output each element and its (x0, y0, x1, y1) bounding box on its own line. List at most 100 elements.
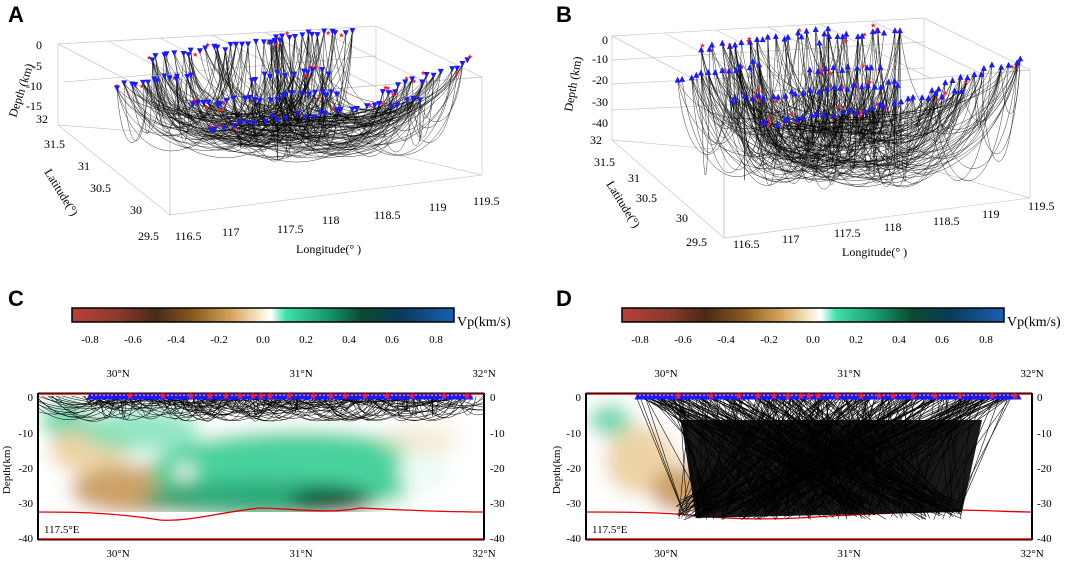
panel-c-depth-tick: -30 (18, 498, 33, 510)
panel-b-xtick: 117.5 (834, 226, 861, 240)
panel-b-xlabel: Longitude(° ) (842, 245, 907, 259)
panel-c-depth-tick: -40 (18, 533, 33, 545)
colorbar-c-tick: 0.8 (429, 334, 443, 346)
station-marker (726, 67, 733, 74)
event-marker (385, 85, 391, 91)
panel-a-ztick: -5 (32, 59, 42, 73)
ray-path (282, 95, 315, 127)
event-marker (909, 392, 917, 400)
panel-c-section-label: 117.5°E (44, 524, 80, 536)
colorbar-d-tick: 0.2 (849, 334, 863, 346)
event-marker (797, 392, 805, 400)
event-marker (735, 392, 743, 400)
panel-b-xtick: 116.5 (733, 237, 760, 251)
station-marker (822, 65, 829, 72)
ray-path (142, 60, 153, 134)
station-marker (244, 120, 251, 127)
ray-path (827, 28, 1002, 170)
ray-path (131, 50, 226, 137)
ray-path (958, 395, 1009, 513)
station-marker (836, 84, 843, 91)
ray-path (158, 395, 221, 422)
ray-path (411, 75, 434, 138)
station-marker (211, 126, 218, 133)
ray-path (332, 395, 387, 418)
station-marker (761, 119, 768, 126)
station-marker (830, 64, 837, 71)
station-marker (349, 106, 356, 113)
station-marker (202, 45, 209, 52)
station-marker (291, 33, 298, 40)
colorbar-c-tick: -0.6 (124, 334, 142, 346)
event-marker (159, 392, 167, 400)
ray-path (249, 79, 413, 118)
ray-path (861, 35, 873, 176)
panel-a-ray-paths (116, 31, 463, 163)
station-marker (871, 83, 878, 90)
panel-b-ztick: -30 (592, 95, 608, 109)
ray-path (232, 395, 310, 415)
panel-a-box (56, 25, 484, 216)
ray-path (816, 88, 848, 125)
station-marker (980, 64, 987, 71)
station-marker (299, 32, 306, 39)
ray-path (164, 44, 249, 139)
ray-path (402, 395, 408, 413)
station-marker (815, 68, 822, 75)
station-marker (449, 66, 456, 73)
event-marker (222, 392, 230, 400)
panel-a-plot (56, 25, 484, 216)
ray-path (303, 395, 357, 421)
panel-d-depth-tick: -30 (566, 498, 581, 510)
ray-path (424, 395, 484, 415)
station-marker (246, 94, 253, 101)
ray-path (414, 395, 419, 416)
ray-path (41, 395, 136, 409)
panel-c-depth-tick: -20 (18, 463, 33, 475)
ray-path (38, 395, 114, 417)
ray-path (418, 395, 484, 409)
station-marker (217, 101, 224, 108)
panel-c-depth-tick-right: 0 (490, 392, 496, 404)
station-marker (286, 34, 293, 41)
ray-path (131, 44, 237, 128)
panel-a-ytick: 31.5 (44, 137, 65, 151)
ray-path (739, 65, 766, 162)
panel-b-ytick: 31 (628, 171, 640, 185)
event-marker (827, 70, 833, 76)
station-marker (733, 66, 740, 73)
station-marker (877, 100, 884, 107)
ray-path (396, 395, 404, 418)
station-marker (251, 96, 258, 103)
station-marker (951, 87, 958, 94)
ray-path (739, 65, 869, 131)
ray-path (201, 395, 283, 418)
ray-path (264, 42, 272, 107)
event-marker (789, 110, 795, 116)
panel-a-axes: 0 -5 -10 -15 Depth (km) 32 31.5 31 30.5 … (6, 38, 500, 256)
station-marker (149, 57, 156, 64)
event-marker (390, 92, 396, 97)
panel-d-lat-tick-bottom: 31°N (837, 548, 860, 560)
ray-path (419, 63, 463, 123)
station-marker (394, 102, 401, 109)
station-marker (793, 116, 800, 123)
station-marker (437, 68, 444, 75)
station-marker (349, 28, 356, 35)
panel-d-colorbar: Vp(km/s) -0.8 -0.6 -0.4 -0.2 0.0 0.2 0.4… (621, 307, 1061, 346)
panel-b-ztick: -10 (592, 52, 608, 66)
station-marker (419, 79, 426, 86)
panel-c-depth-tick-right: -30 (490, 498, 505, 510)
station-marker (782, 92, 789, 99)
ray-path (371, 395, 446, 407)
station-marker (189, 101, 196, 108)
panel-d-stations (634, 392, 1022, 400)
ray-path (700, 38, 758, 129)
station-marker (746, 64, 753, 71)
station-marker (430, 72, 437, 79)
event-marker (814, 392, 822, 400)
panel-d-moho (585, 509, 1033, 520)
ray-path (153, 54, 184, 129)
ray-path (199, 51, 337, 141)
panel-b-ztick: -40 (592, 116, 608, 130)
